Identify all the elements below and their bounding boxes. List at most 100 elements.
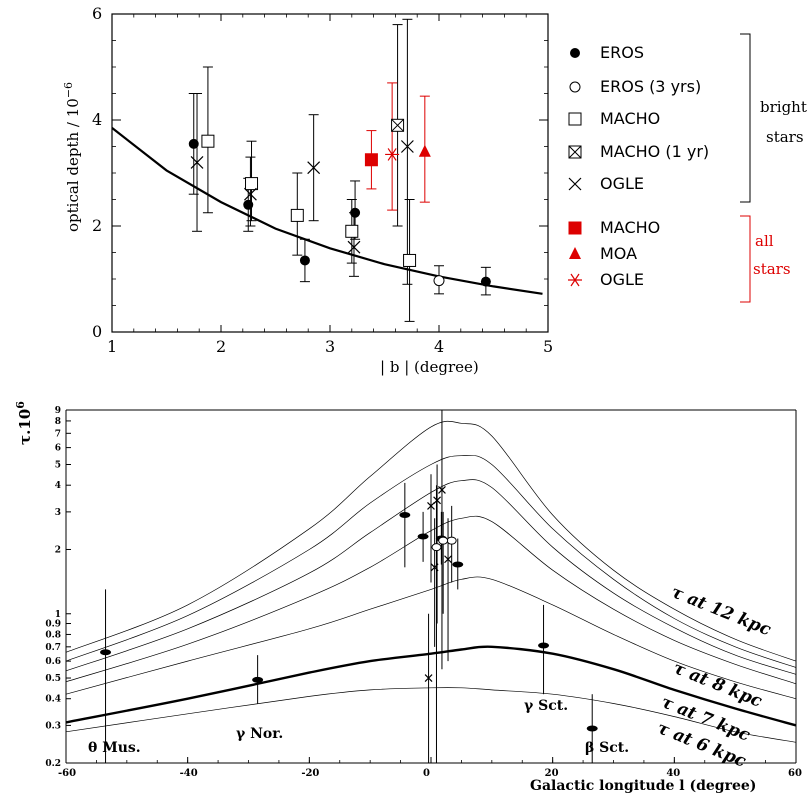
y-tick-label: 0.7	[45, 643, 61, 653]
annotation-gamma-sct: γ Sct.	[524, 698, 568, 714]
data-point	[424, 674, 433, 682]
data-point	[299, 255, 310, 266]
x-tick-label: 5	[543, 337, 553, 356]
curve-label-7kpc: τ at 7 kpc	[658, 692, 753, 746]
model-curve	[65, 454, 797, 668]
model-curve	[65, 576, 797, 700]
legend-marker	[570, 48, 580, 58]
data-point	[538, 642, 550, 649]
data-point	[438, 486, 446, 494]
data-point	[417, 533, 429, 540]
legend-label: OGLE	[600, 174, 644, 193]
error-bar	[402, 18, 413, 285]
curve-label-8kpc: τ at 8 kpc	[670, 658, 765, 712]
data-point	[427, 501, 435, 510]
legend-label: MOA	[600, 244, 637, 263]
data-point	[435, 535, 447, 542]
y-tick-label: 0.2	[45, 759, 61, 769]
annotation-gamma-nor: γ Nor.	[236, 726, 283, 742]
annotation-theta-mus: θ Mus.	[88, 740, 141, 756]
y-tick-label: 2	[55, 545, 61, 555]
data-point	[431, 543, 442, 552]
error-bar	[348, 212, 359, 277]
y-tick-label: 6	[55, 444, 61, 454]
legend-marker	[569, 247, 581, 259]
data-point	[433, 275, 445, 287]
model-curve	[65, 479, 797, 675]
bright-label: bright	[760, 98, 807, 116]
y-axis-label: τ.106	[14, 401, 34, 445]
x-tick-label: 1	[107, 337, 117, 356]
data-point	[586, 725, 598, 732]
data-point	[307, 161, 321, 175]
error-bar	[387, 82, 398, 211]
x-axis-label: Galactic longitude l (degree)	[530, 778, 756, 794]
data-point	[444, 555, 452, 564]
optical-depth-vs-latitude-chart: 1 2 3 4 5 0 2 4 6 optical depth / 10−6 | b | (de…	[62, 4, 807, 376]
model-curve	[111, 127, 543, 295]
model-curve	[65, 687, 797, 743]
all-label: all	[755, 232, 774, 250]
legend-label: MACHO	[600, 109, 660, 128]
x-tick-label: 60	[788, 768, 802, 779]
legend-marker	[568, 177, 582, 191]
data-point	[245, 177, 259, 191]
x-tick-label: -40	[180, 768, 198, 779]
data-point	[391, 118, 405, 132]
curve-label-12kpc: τ at 12 kpc	[668, 582, 774, 640]
data-point	[446, 536, 457, 545]
data-point	[290, 208, 304, 222]
legend-label: OGLE	[600, 270, 644, 289]
data-point	[244, 187, 257, 201]
y-tick-label: 5	[55, 461, 61, 471]
y-tick-label: 7	[55, 429, 61, 439]
curve-label-6kpc: τ at 6 kpc	[654, 718, 749, 772]
legend-label: MACHO	[600, 218, 660, 237]
legend-label: EROS (3 yrs)	[600, 77, 701, 96]
legend-marker	[569, 81, 581, 93]
y-tick-label: 0.6	[45, 657, 61, 667]
all-stars-bracket	[740, 215, 751, 303]
data-point	[252, 676, 264, 683]
legend-marker	[568, 221, 582, 235]
data-point	[350, 207, 361, 218]
y-tick-label: 9	[55, 406, 61, 416]
x-tick-label: 20	[545, 768, 559, 779]
data-point	[403, 253, 417, 267]
model-curve	[65, 515, 797, 685]
y-tick-label: 6	[92, 4, 102, 23]
x-tick-label: 0	[423, 768, 430, 779]
y-tick-label: 0.4	[45, 695, 61, 705]
data-point	[243, 199, 254, 210]
stars-label: stars	[766, 128, 804, 146]
data-point	[433, 496, 442, 505]
x-tick-label: -20	[301, 768, 319, 779]
x-tick-label: 3	[325, 337, 335, 356]
y-tick-label: 2	[92, 216, 102, 235]
bright-stars-bracket	[740, 33, 751, 203]
data-point	[364, 153, 378, 167]
legend-marker	[568, 145, 582, 159]
data-point	[345, 224, 359, 238]
data-point	[190, 155, 204, 169]
data-point	[480, 276, 491, 287]
data-point	[201, 134, 215, 148]
error-bar	[245, 156, 256, 227]
legend-marker	[568, 112, 582, 126]
legend-label: MACHO (1 yr)	[600, 142, 709, 161]
annotation-beta-sct: β Sct.	[585, 740, 629, 756]
data-point	[100, 649, 112, 656]
y-tick-label: 0	[92, 322, 102, 341]
data-point	[452, 561, 464, 568]
y-tick-label: 8	[55, 417, 61, 427]
data-point	[418, 144, 431, 157]
y-tick-label: 3	[55, 508, 61, 518]
model-curve	[65, 645, 797, 727]
stars-label-red: stars	[753, 260, 791, 278]
legend-label: EROS	[600, 43, 644, 62]
y-axis-label: optical depth / 10−6	[62, 82, 82, 232]
data-point	[188, 138, 199, 149]
y-tick-label: 0.5	[45, 674, 61, 684]
legend-marker	[568, 273, 582, 287]
model-curve	[65, 420, 797, 662]
